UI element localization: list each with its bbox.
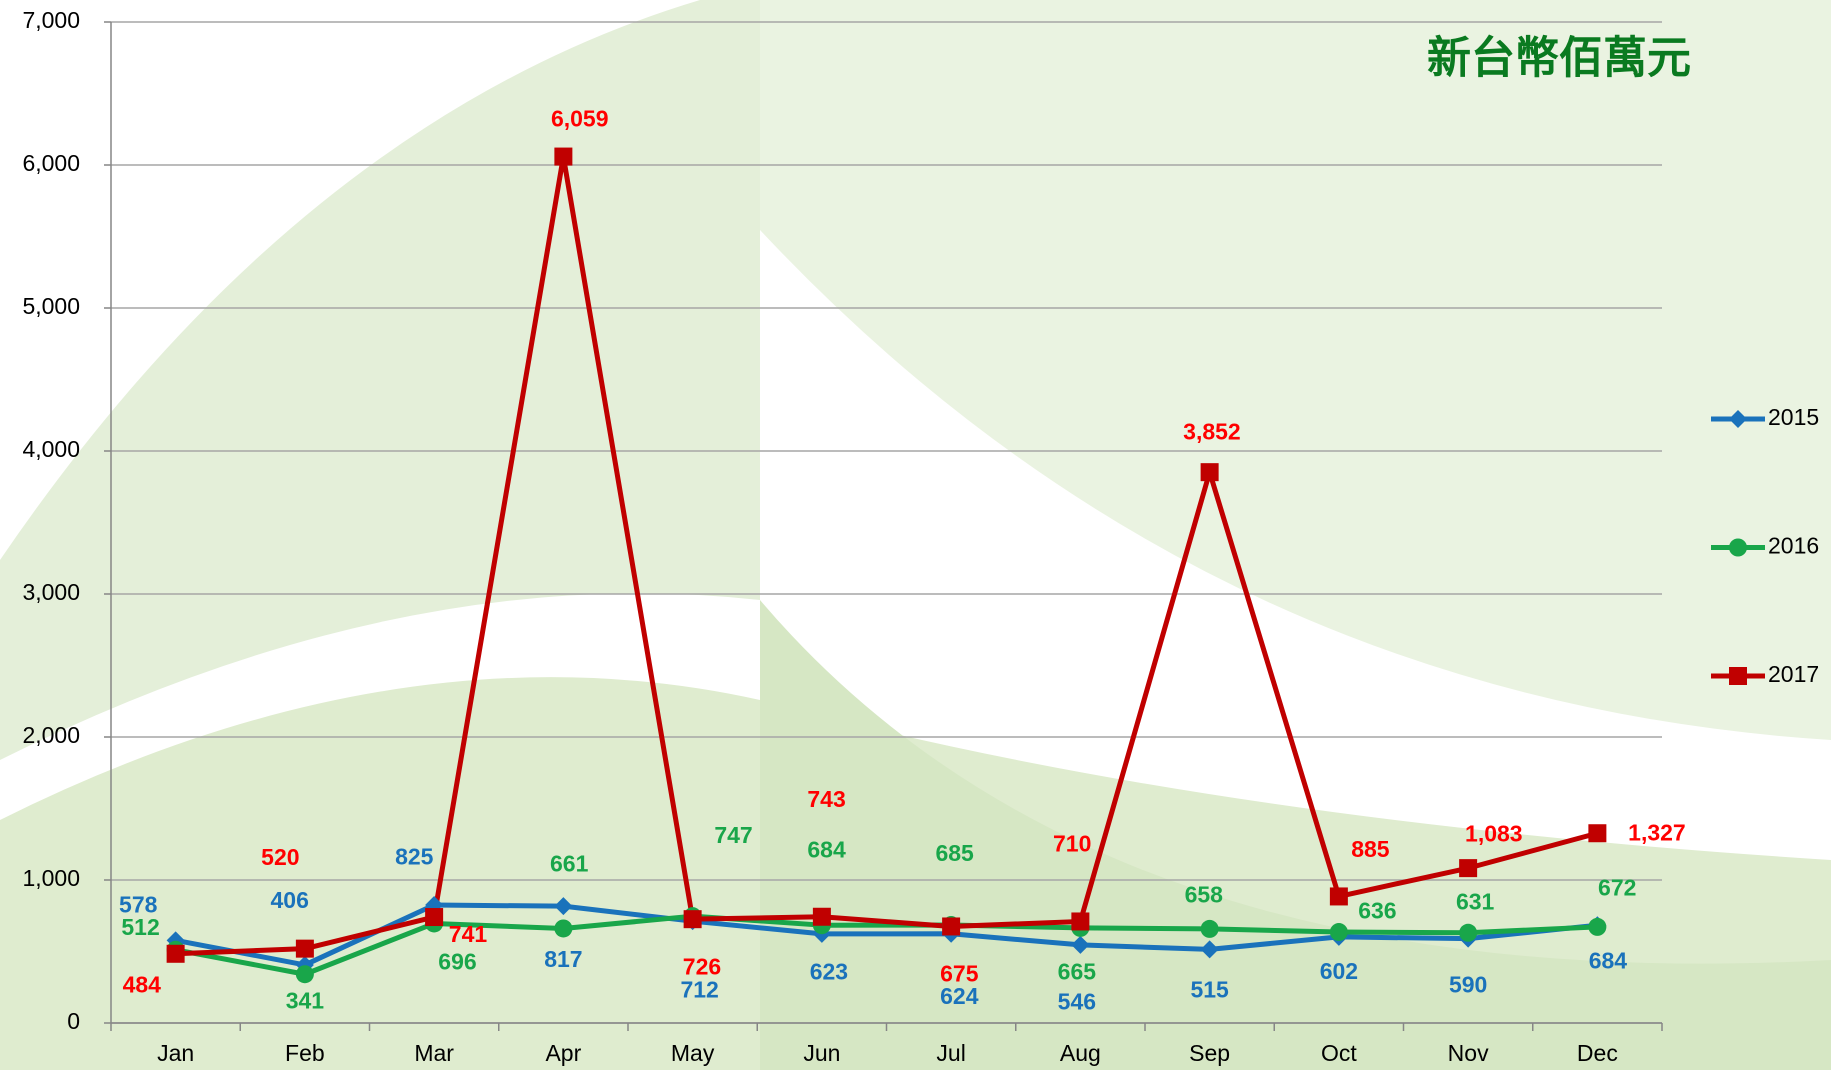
data-label: 726 [683,953,721,979]
marker [554,919,572,937]
data-label: 741 [449,921,488,947]
marker [813,908,831,926]
data-label: 3,852 [1183,419,1241,445]
x-tick-label: May [671,1040,715,1066]
data-label: 658 [1185,881,1224,907]
marker [1330,887,1348,905]
marker [1201,463,1219,481]
data-label: 546 [1058,988,1096,1014]
y-tick-label: 7,000 [22,7,80,33]
x-tick-label: Mar [414,1040,454,1066]
y-tick-label: 5,000 [22,293,80,319]
data-label: 825 [395,843,434,869]
data-label: 631 [1456,889,1495,915]
data-label: 512 [121,914,159,940]
marker [684,910,702,928]
data-label: 484 [123,972,162,998]
x-tick-label: Dec [1577,1040,1618,1066]
marker [1330,923,1348,941]
data-label: 515 [1190,976,1229,1002]
data-label: 712 [680,976,718,1002]
marker [1459,859,1477,877]
data-label: 520 [261,844,299,870]
marker [167,945,185,963]
data-label: 1,327 [1628,819,1686,845]
y-tick-label: 6,000 [22,150,80,176]
x-tick-label: Apr [545,1040,581,1066]
x-tick-label: Jan [157,1040,194,1066]
x-tick-label: Aug [1060,1040,1101,1066]
data-label: 743 [807,786,845,812]
data-label: 885 [1351,836,1390,862]
data-label: 696 [438,948,476,974]
data-label: 684 [807,837,846,863]
legend-marker [1729,539,1747,557]
marker [554,148,572,166]
marker [296,965,314,983]
legend-marker [1729,667,1747,685]
marker [425,908,443,926]
marker [1459,924,1477,942]
x-tick-label: Sep [1189,1040,1230,1066]
data-label: 672 [1598,875,1636,901]
legend-label: 2015 [1768,404,1819,430]
data-label: 6,059 [551,105,609,131]
marker [1588,918,1606,936]
data-label: 685 [935,840,974,866]
x-tick-label: Nov [1448,1040,1489,1066]
y-tick-label: 1,000 [22,865,80,891]
marker [1588,824,1606,842]
chart: 0 1,000 2,000 3,000 4,000 5,000 6,000 7,000 Jan F… [0,0,1831,1070]
data-label: 661 [550,850,589,876]
data-label: 406 [271,887,309,913]
data-label: 341 [286,987,325,1013]
data-label: 710 [1053,831,1091,857]
legend-label: 2017 [1768,661,1819,687]
data-label: 623 [810,959,848,985]
data-label: 1,083 [1465,821,1523,847]
data-label: 817 [544,946,582,972]
data-label: 602 [1320,958,1358,984]
marker [1201,920,1219,938]
y-tick-label: 0 [67,1008,80,1034]
x-tick-label: Feb [285,1040,325,1066]
marker [296,940,314,958]
x-tick-label: Jul [936,1040,965,1066]
y-tick-label: 4,000 [22,436,80,462]
data-label: 684 [1589,948,1628,974]
data-label: 636 [1358,897,1396,923]
x-tick-label: Oct [1321,1040,1357,1066]
y-tick-label: 3,000 [22,579,80,605]
data-label: 665 [1058,959,1097,985]
data-label: 590 [1449,972,1487,998]
legend-label: 2016 [1768,533,1819,559]
y-tick-label: 2,000 [22,722,80,748]
data-label: 624 [940,983,979,1009]
marker [1071,912,1089,930]
data-label: 675 [940,961,979,987]
x-tick-label: Jun [803,1040,840,1066]
marker [942,917,960,935]
chart-title: 新台幣佰萬元 [1427,33,1691,84]
data-label: 747 [714,822,752,848]
